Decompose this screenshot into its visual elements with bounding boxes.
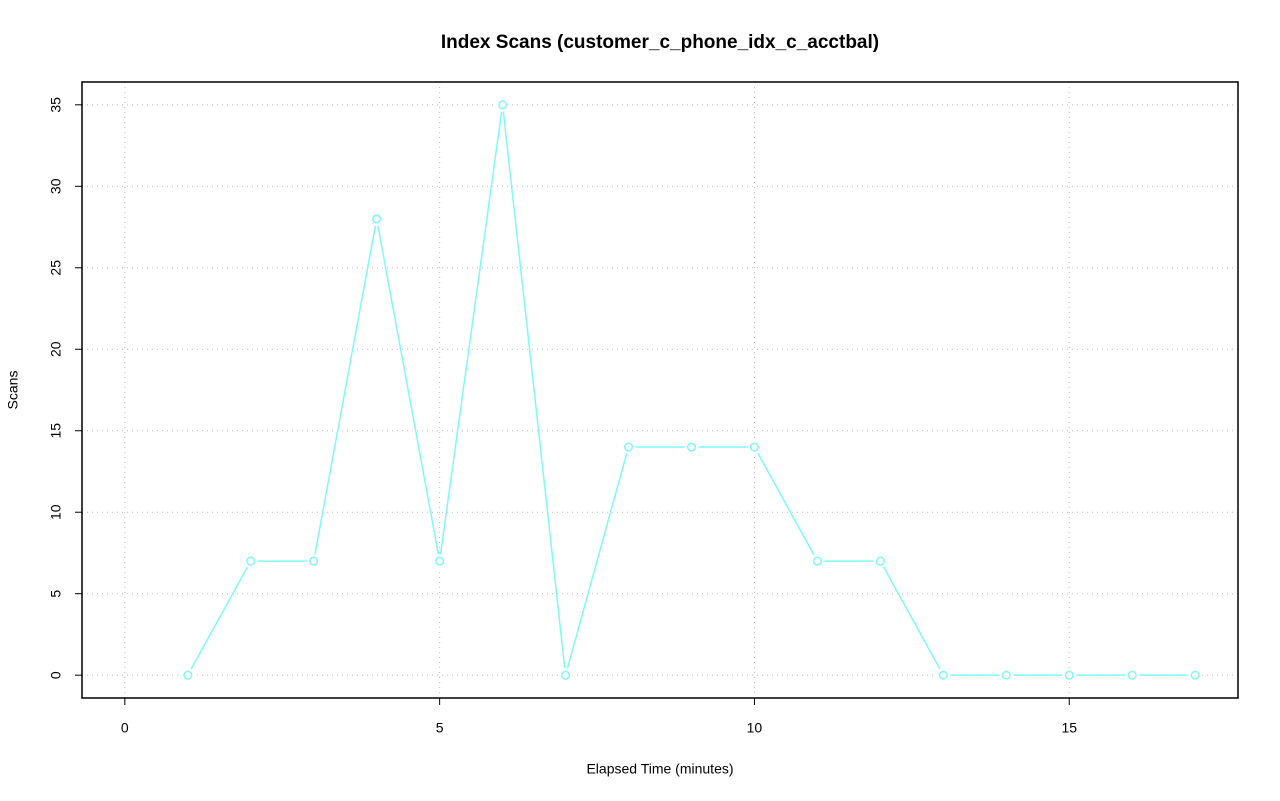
- point: [246, 556, 256, 566]
- point: [561, 670, 571, 680]
- y-tick-label: 25: [48, 260, 64, 276]
- y-tick-label: 0: [48, 671, 64, 679]
- x-tick-label: 5: [436, 720, 444, 736]
- x-tick-label: 0: [121, 720, 129, 736]
- y-tick-label: 20: [48, 341, 64, 357]
- x-axis-label: Elapsed Time (minutes): [586, 761, 733, 777]
- y-axis-label: Scans: [5, 371, 21, 410]
- point: [498, 100, 508, 110]
- point: [183, 670, 193, 680]
- y-tick-label: 10: [48, 504, 64, 520]
- point: [938, 670, 948, 680]
- point: [1190, 670, 1200, 680]
- point: [1064, 670, 1074, 680]
- chart-title: Index Scans (customer_c_phone_idx_c_acct…: [441, 32, 879, 53]
- point: [812, 556, 822, 566]
- y-tick-label: 15: [48, 423, 64, 439]
- point: [686, 442, 697, 452]
- x-tick-label: 15: [1061, 720, 1077, 736]
- point: [309, 556, 319, 566]
- point: [623, 442, 634, 452]
- point: [1127, 670, 1137, 680]
- point: [435, 556, 445, 566]
- x-tick-label: 10: [747, 720, 763, 736]
- y-tick-label: 30: [48, 178, 64, 194]
- plot: [180, 97, 1203, 683]
- point: [749, 442, 759, 452]
- y-tick-label: 35: [48, 97, 64, 113]
- point: [875, 556, 885, 566]
- y-tick-label: 5: [48, 590, 64, 598]
- point: [372, 214, 382, 224]
- plot-frame: [81, 81, 1239, 699]
- point: [1001, 670, 1011, 680]
